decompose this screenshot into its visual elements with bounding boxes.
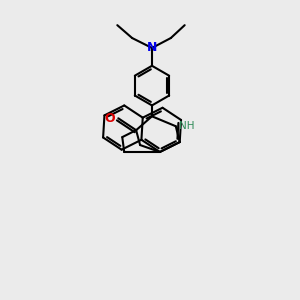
Text: NH: NH <box>179 121 194 131</box>
Text: N: N <box>147 41 157 55</box>
Text: O: O <box>105 112 115 125</box>
